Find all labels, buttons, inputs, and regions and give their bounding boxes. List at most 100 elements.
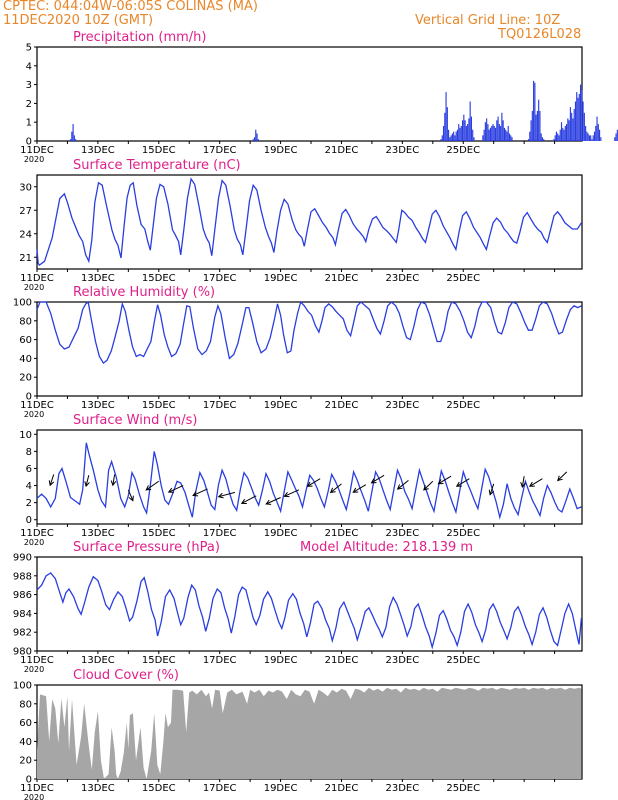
precip-bar [456, 129, 459, 141]
precip-title: Precipitation (mm/h) [73, 30, 206, 45]
precip-bar [460, 125, 462, 141]
wind-arrow [529, 478, 543, 487]
temp-ytick-label: 21 [19, 253, 32, 264]
wind-arrow-head [455, 481, 462, 487]
temp-year-label: 2020 [24, 283, 44, 292]
wind-arrow [307, 478, 321, 487]
pres-xtick-label: 19DEC [264, 655, 298, 666]
precip-bar [491, 125, 493, 141]
precip-bar [531, 110, 533, 141]
precip-ytick-label: 2 [26, 99, 32, 110]
wind-arrow-head [528, 481, 535, 487]
precip-ytick-label: 0 [26, 137, 32, 148]
precip-bar [492, 124, 494, 141]
wind-arrow-head [128, 495, 134, 502]
precip-bar [578, 94, 580, 141]
precip-bar [579, 84, 582, 141]
precip-ytick-label: 4 [26, 61, 32, 72]
precip-bar [503, 127, 505, 141]
wind-arrow [397, 480, 409, 490]
precip-bar [559, 129, 561, 141]
header-code: TQ0126L028 [498, 27, 582, 42]
precip-bar [511, 137, 513, 141]
temp-xtick-label: 15DEC [142, 273, 176, 284]
rh-ytick-label: 100 [13, 298, 32, 309]
pres-xtick-label: 21DEC [325, 655, 359, 666]
precip-bar [472, 129, 474, 141]
cloud-ytick-label: 60 [19, 718, 32, 729]
precip-bar [465, 125, 467, 141]
wind-arrow-head [423, 484, 429, 491]
wind-arrow-head [306, 481, 313, 487]
precip-year-label: 2020 [24, 155, 44, 164]
temp-xtick-label: 23DEC [385, 273, 419, 284]
cloud-xtick-label: 23DEC [385, 783, 419, 794]
wind-arrow [557, 471, 568, 481]
rh-ytick-label: 60 [19, 335, 32, 346]
precip-xtick-label: 25DEC [446, 145, 480, 156]
wind-arrow-head [557, 475, 563, 482]
temp-xtick-label: 21DEC [325, 273, 359, 284]
precip-bar [529, 131, 531, 141]
temp-series-line [36, 177, 582, 267]
precip-bar [563, 129, 565, 141]
precip-bar [569, 107, 571, 141]
wind-arrow [145, 480, 160, 491]
precip-bar [593, 131, 596, 141]
precip-bar [440, 139, 442, 141]
precip-bar [501, 112, 503, 141]
precip-bar [494, 127, 497, 141]
pres-ytick-label: 986 [13, 590, 32, 601]
precip-bar [566, 124, 568, 141]
pres-ytick-label: 980 [13, 647, 32, 658]
wind-arrow-head [167, 487, 174, 493]
wind-arrow [218, 491, 236, 498]
wind-arrow-head [217, 492, 224, 499]
rh-xtick-label: 15DEC [142, 400, 176, 411]
precip-bar [562, 127, 564, 141]
precip-bar [441, 135, 443, 141]
precip-bar [535, 114, 537, 141]
header-grid-line: Vertical Grid Line: 10Z [415, 13, 561, 28]
precip-bar [448, 129, 450, 141]
wind-arrow [168, 485, 184, 493]
precip-bar [442, 125, 445, 141]
wind-arrow [423, 480, 434, 491]
precip-bar [540, 133, 542, 141]
pres-ytick-label: 984 [13, 609, 32, 620]
precip-bar [595, 125, 597, 141]
pres-xtick-label: 15DEC [142, 655, 176, 666]
wind-xtick-label: 25DEC [446, 528, 480, 539]
precip-bar [454, 135, 456, 141]
precip-bar [574, 101, 577, 141]
precip-bar [505, 129, 507, 141]
precip-bar [75, 139, 77, 141]
wind-arrow [265, 497, 281, 505]
wind-ytick-label: 4 [26, 481, 32, 492]
precip-bar [487, 124, 489, 141]
temp-ytick-label: 24 [19, 229, 32, 240]
cloud-area [37, 687, 582, 779]
wind-arrow-head [520, 482, 526, 488]
pres-xtick-label: 23DEC [385, 655, 419, 666]
precip-bar [498, 124, 500, 141]
cloud-ytick-label: 80 [19, 699, 32, 710]
wind-arrow-head [110, 480, 117, 487]
precip-bar [591, 139, 593, 141]
precip-bar [486, 118, 488, 141]
precip-bar [449, 137, 451, 141]
cloud-ytick-label: 0 [26, 775, 32, 786]
pres-ytick-label: 990 [13, 553, 32, 564]
precip-bar [586, 131, 588, 141]
wind-arrow-head [240, 498, 247, 504]
wind-arrow [284, 489, 300, 497]
pres-frame [36, 556, 583, 652]
rh-frame [36, 301, 583, 397]
wind-arrow [112, 474, 116, 486]
precip-bar [73, 135, 75, 141]
precip-bar [507, 125, 509, 141]
wind-arrow-head [283, 492, 290, 498]
temp-xtick-label: 17DEC [203, 273, 237, 284]
precip-xtick-label: 11DEC [20, 145, 54, 156]
